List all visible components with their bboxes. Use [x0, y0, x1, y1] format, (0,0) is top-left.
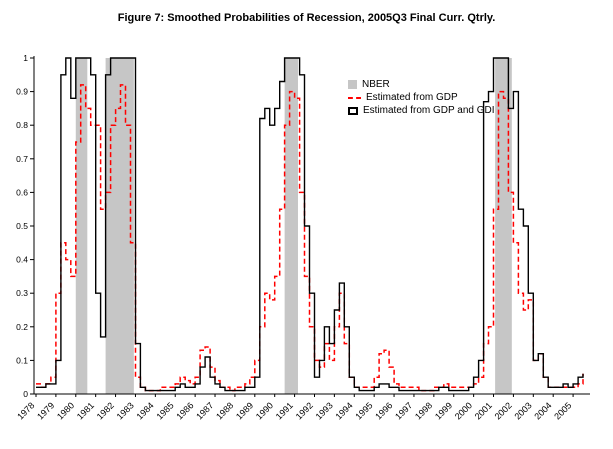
svg-text:1994: 1994: [333, 400, 354, 421]
nber-swatch-icon: [348, 80, 357, 89]
legend-label-gdp: Estimated from GDP: [366, 92, 458, 103]
svg-text:1989: 1989: [234, 400, 255, 421]
svg-text:2004: 2004: [532, 400, 553, 421]
svg-text:2001: 2001: [473, 400, 494, 421]
chart-legend: NBER Estimated from GDP Estimated from G…: [348, 78, 495, 117]
svg-text:1998: 1998: [413, 400, 434, 421]
svg-text:1985: 1985: [154, 400, 175, 421]
svg-text:1999: 1999: [433, 400, 454, 421]
gdp-gdi-line-swatch-icon: [348, 106, 358, 115]
legend-item-gdp: Estimated from GDP: [348, 91, 495, 104]
svg-text:0.3: 0.3: [16, 288, 28, 298]
legend-label-nber: NBER: [362, 79, 390, 90]
svg-text:0.2: 0.2: [16, 322, 28, 332]
svg-text:1997: 1997: [393, 400, 414, 421]
svg-text:0.1: 0.1: [16, 355, 28, 365]
svg-text:2002: 2002: [493, 400, 514, 421]
svg-text:2005: 2005: [552, 400, 573, 421]
svg-text:1995: 1995: [353, 400, 374, 421]
svg-text:0.9: 0.9: [16, 87, 28, 97]
svg-text:1996: 1996: [373, 400, 394, 421]
svg-text:1980: 1980: [55, 400, 76, 421]
legend-item-nber: NBER: [348, 78, 495, 91]
svg-text:1982: 1982: [95, 400, 116, 421]
svg-text:1983: 1983: [115, 400, 136, 421]
svg-text:1986: 1986: [174, 400, 195, 421]
chart-svg: 00.10.20.30.40.50.60.70.80.9119781979198…: [15, 53, 590, 422]
svg-text:1990: 1990: [254, 400, 275, 421]
svg-text:1993: 1993: [314, 400, 335, 421]
legend-label-gdp-gdi: Estimated from GDP and GDI: [363, 105, 495, 116]
chart-area: 0 0.1 0.2 0.3 0.4 0.5 0.6 0.7 0.8 0.9 1 1978 1979 198…: [0, 42, 613, 449]
chart-title: Figure 7: Smoothed Probabilities of Rece…: [117, 12, 496, 24]
svg-text:1: 1: [23, 53, 28, 63]
svg-text:1981: 1981: [75, 400, 96, 421]
svg-text:0.6: 0.6: [16, 187, 28, 197]
gdp-line-swatch-icon: [348, 96, 361, 99]
legend-item-gdp-gdi: Estimated from GDP and GDI: [348, 104, 495, 117]
svg-text:0.7: 0.7: [16, 154, 28, 164]
svg-text:0.4: 0.4: [16, 255, 28, 265]
svg-text:1987: 1987: [194, 400, 215, 421]
svg-text:1988: 1988: [214, 400, 235, 421]
svg-text:1978: 1978: [15, 400, 36, 421]
svg-text:2000: 2000: [453, 400, 474, 421]
svg-text:2003: 2003: [512, 400, 533, 421]
svg-text:1991: 1991: [274, 400, 295, 421]
svg-text:0: 0: [23, 389, 28, 399]
svg-text:1984: 1984: [135, 400, 156, 421]
svg-text:0.8: 0.8: [16, 120, 28, 130]
svg-text:1979: 1979: [35, 400, 56, 421]
svg-text:0.5: 0.5: [16, 221, 28, 231]
svg-text:1992: 1992: [294, 400, 315, 421]
